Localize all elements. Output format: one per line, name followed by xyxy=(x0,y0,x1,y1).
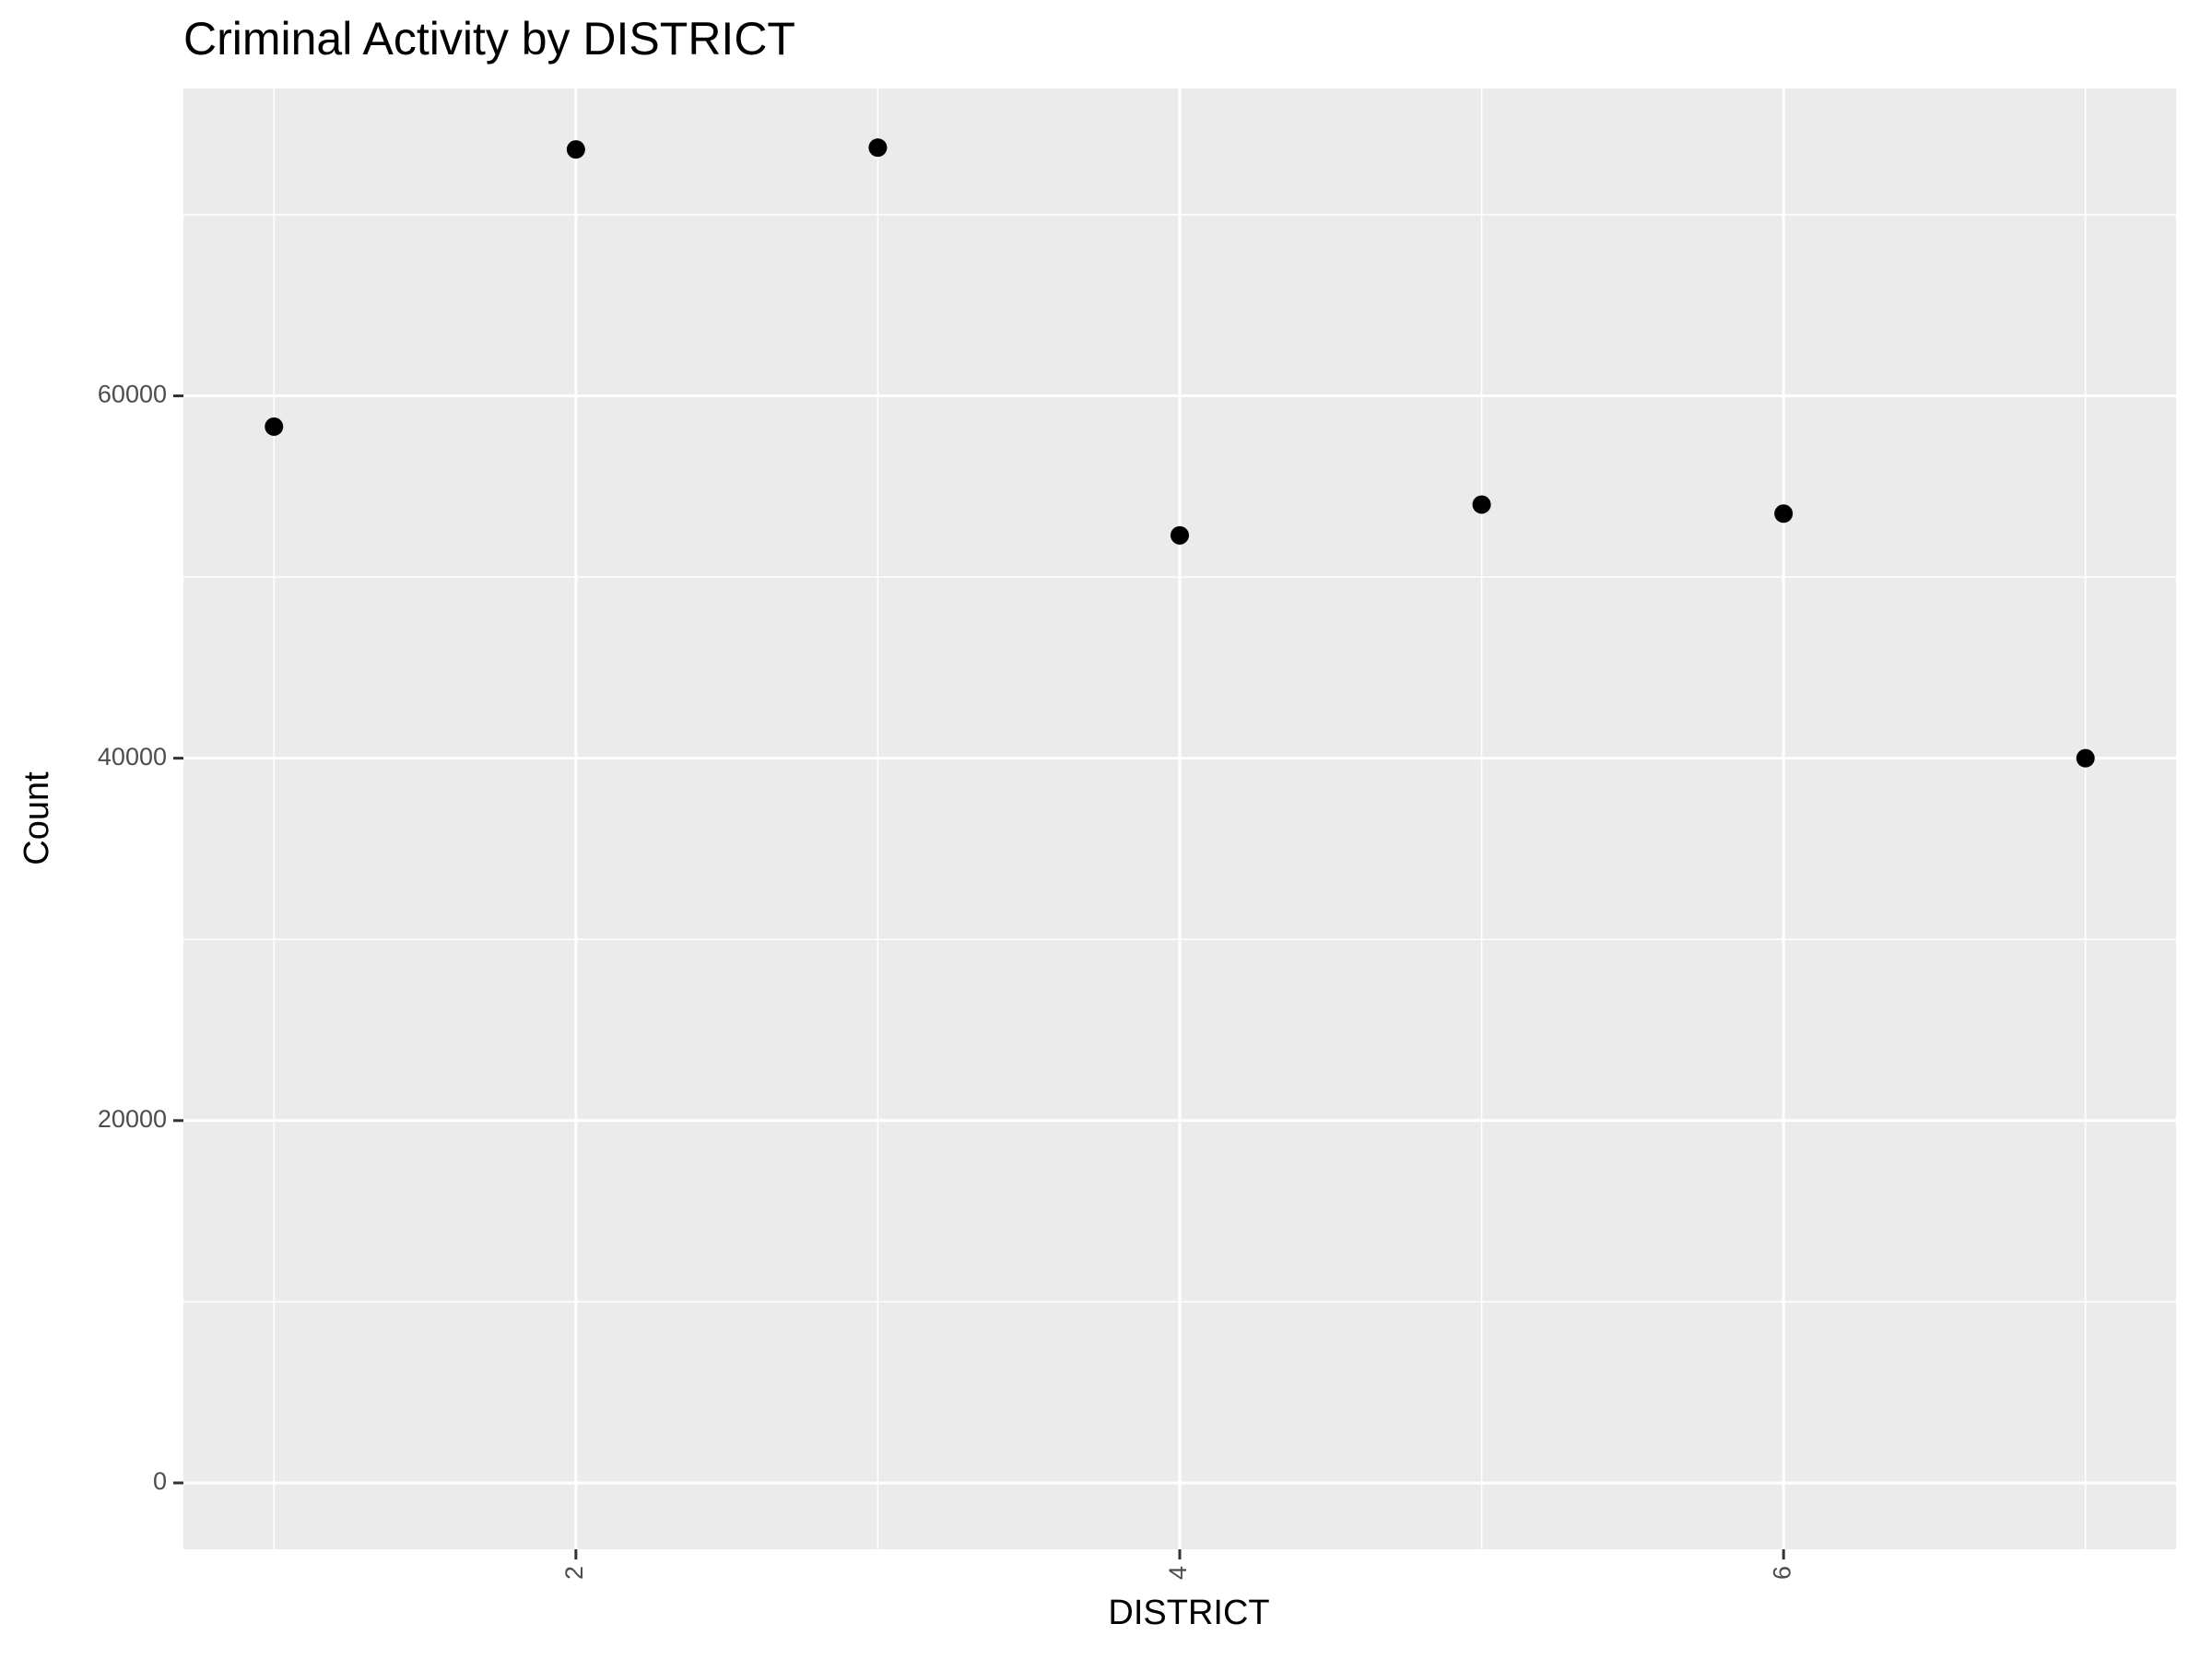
y-axis-label: Count xyxy=(18,771,56,865)
x-tick-label: 6 xyxy=(1768,1566,1795,1580)
y-tick-label: 60000 xyxy=(98,381,167,408)
point xyxy=(265,417,284,436)
point xyxy=(1774,504,1794,524)
point xyxy=(868,138,888,158)
x-tick-label: 2 xyxy=(560,1566,588,1580)
point xyxy=(2076,748,2095,768)
point xyxy=(1171,525,1189,545)
point xyxy=(1472,495,1491,514)
x-tick-label: 4 xyxy=(1164,1566,1192,1580)
y-tick-label: 20000 xyxy=(98,1105,167,1133)
y-tick-label: 40000 xyxy=(98,743,167,771)
chart-title: Criminal Activity by DISTRICT xyxy=(183,13,795,65)
x-axis-label: DISTRICT xyxy=(1108,1594,1269,1632)
y-tick-label: 0 xyxy=(153,1467,167,1495)
point xyxy=(566,140,585,159)
